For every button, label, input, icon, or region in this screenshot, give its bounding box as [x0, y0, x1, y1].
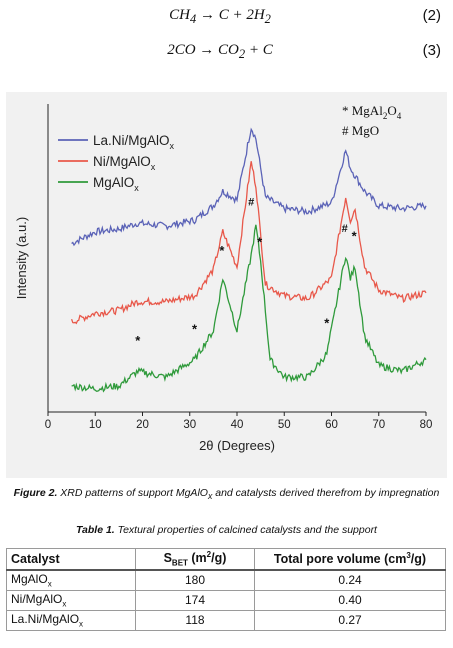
- equation-expression: 2CO → CO2 + C: [167, 42, 273, 61]
- table-title: Table 1. Textural properties of calcined…: [76, 524, 377, 536]
- xrd-figure: 0 10 20 30 40 50 60 70 80 2θ (Degrees) Intensity (…: [6, 92, 447, 478]
- series-line-2: [71, 224, 427, 393]
- cell-pore-volume: 0.24: [254, 569, 446, 591]
- peak-marker: *: [352, 229, 358, 244]
- peak-marker: *: [324, 316, 330, 331]
- x-axis-label: 2θ (Degrees): [199, 438, 275, 453]
- x-tick-label: 10: [89, 419, 102, 431]
- x-tick-label: 20: [136, 419, 149, 431]
- x-tick-label: 80: [420, 419, 433, 431]
- equation-number: (2): [422, 7, 441, 24]
- y-axis-label: Intensity (a.u.): [14, 217, 29, 299]
- table-row: La.Ni/MgAlOx 118 0.27: [6, 609, 446, 631]
- table-row: MgAlOx 180 0.24: [6, 569, 446, 591]
- xrd-chart: 0 10 20 30 40 50 60 70 80 2θ (Degrees) Intensity (…: [14, 103, 433, 453]
- equation-3: 2CO → CO2 + C (3): [0, 40, 453, 64]
- peak-marker: *: [219, 243, 225, 258]
- cell-sbet: 118: [135, 609, 255, 631]
- legend-label-1: Ni/MgAlOx: [93, 154, 156, 172]
- cell-pore-volume: 0.27: [254, 609, 446, 631]
- textural-properties-table: Catalyst SBET (m2/g) Total pore volume (…: [6, 547, 446, 631]
- equation-2: CH4 → C + 2H2 (2): [0, 5, 453, 29]
- series-line-0: [71, 127, 427, 247]
- x-tick-label: 0: [45, 419, 51, 431]
- table-header-row: Catalyst SBET (m2/g) Total pore volume (…: [6, 547, 446, 571]
- phase-legend-1: # MgO: [342, 123, 379, 138]
- cell-sbet: 180: [135, 569, 255, 591]
- cell-pore-volume: 0.40: [254, 589, 446, 611]
- x-tick-label: 70: [372, 419, 385, 431]
- header-catalyst: Catalyst: [6, 547, 136, 571]
- series-line-1: [70, 161, 427, 325]
- cell-sbet: 174: [135, 589, 255, 611]
- header-pore-volume: Total pore volume (cm3/g): [254, 547, 446, 571]
- peak-marker: *: [192, 322, 198, 337]
- x-tick-label: 50: [278, 419, 291, 431]
- header-sbet: SBET (m2/g): [135, 547, 255, 571]
- peak-marker: #: [342, 223, 348, 235]
- cell-catalyst: Ni/MgAlOx: [6, 589, 136, 611]
- legend-label-0: La.Ni/MgAlOx: [93, 133, 175, 151]
- x-tick-label: 60: [325, 419, 338, 431]
- cell-catalyst: MgAlOx: [6, 569, 136, 591]
- x-tick-label: 40: [231, 419, 244, 431]
- cell-catalyst: La.Ni/MgAlOx: [6, 609, 136, 631]
- equation-number: (3): [422, 42, 441, 59]
- legend-label-2: MgAlOx: [93, 175, 139, 193]
- figure-caption: Figure 2. XRD patterns of support MgAlOx…: [13, 487, 440, 502]
- x-tick-label: 30: [183, 419, 196, 431]
- phase-legend-0: * MgAl2O4: [342, 103, 402, 121]
- peak-marker: #: [248, 197, 254, 209]
- peak-marker: *: [257, 234, 263, 249]
- peak-marker: *: [135, 333, 141, 348]
- equation-expression: CH4 → C + 2H2: [169, 7, 271, 26]
- table-row: Ni/MgAlOx 174 0.40: [6, 589, 446, 611]
